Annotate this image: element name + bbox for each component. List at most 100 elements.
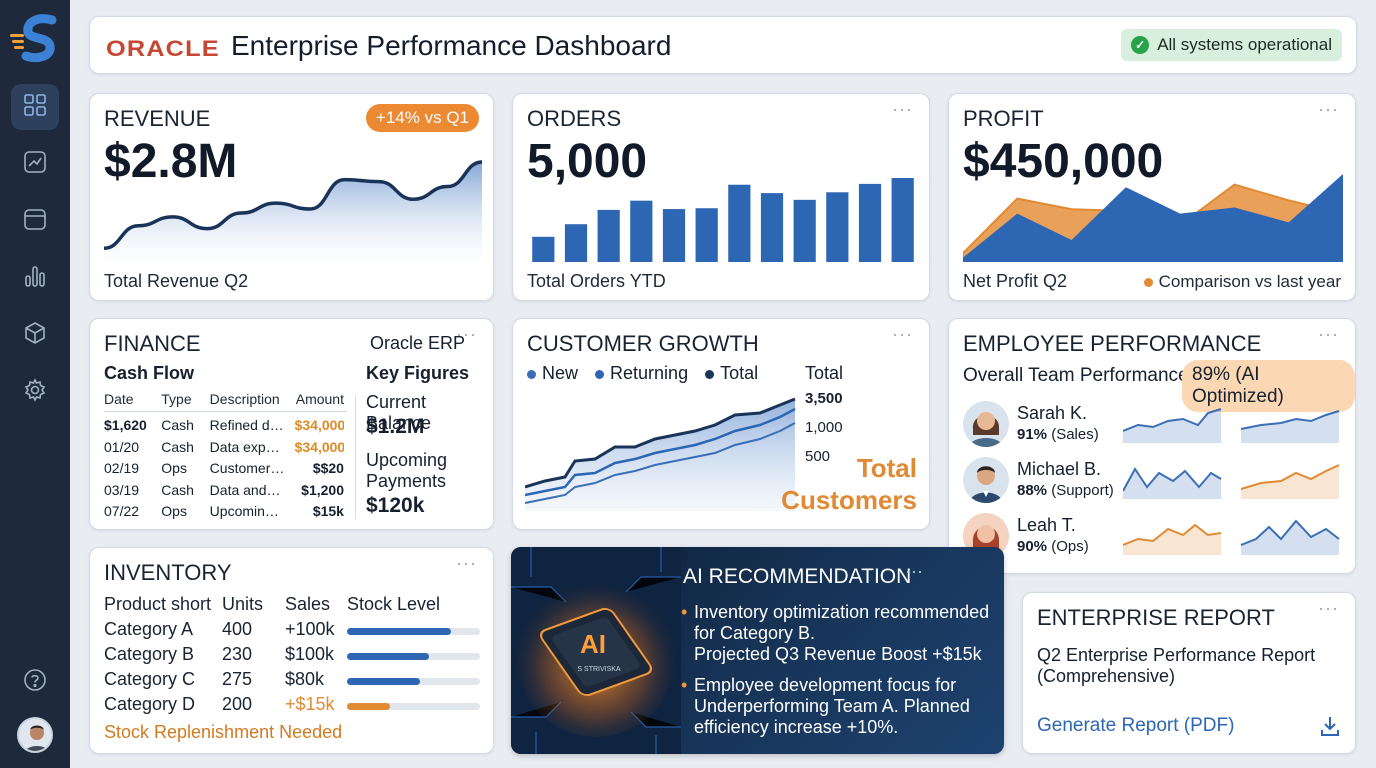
sidebar-item-help[interactable]: [11, 659, 59, 705]
status-badge: ✓ All systems operational: [1121, 29, 1342, 61]
table-row[interactable]: 03/19 Cash Data and… $1,200: [104, 482, 344, 498]
profit-card: PROFIT ··· $450,000 Net Profit Q2 Compar…: [948, 93, 1356, 301]
revenue-area: [104, 162, 482, 266]
header-bar: ORACLE Enterprise Performance Dashboard …: [89, 16, 1357, 74]
oracle-logo: ORACLE: [106, 36, 220, 61]
stock-level-bar: [347, 678, 480, 685]
legend-dot: [527, 369, 536, 379]
order-bar: [695, 208, 718, 262]
orders-title: ORDERS: [527, 106, 622, 131]
table-row[interactable]: 07/22 Ops Upcomin… $15k: [104, 503, 344, 519]
sparkline-area: [1241, 521, 1339, 555]
avatar: [963, 457, 1009, 503]
inventory-units: 200: [222, 694, 253, 714]
sidebar-item-reports[interactable]: [11, 255, 59, 301]
dashboard-icon: [23, 93, 47, 122]
more-options-icon[interactable]: ···: [1318, 324, 1339, 344]
employee-score: 91% (Sales): [1017, 426, 1099, 443]
stock-level-fill: [347, 703, 390, 710]
legend-returning: Returning: [610, 363, 689, 383]
more-options-icon[interactable]: ···: [1318, 99, 1339, 119]
new-line: [525, 422, 796, 504]
legend-dot: [595, 369, 605, 379]
legend-dot: [1143, 278, 1153, 288]
inventory-title: INVENTORY: [104, 560, 232, 585]
sidebar-item-settings[interactable]: [11, 369, 59, 415]
key-figures-title: Key Figures: [366, 363, 470, 383]
sidebar-item-calendar[interactable]: [11, 198, 59, 244]
cell-desc: Refined d…: [209, 417, 284, 433]
check-circle-icon: ✓: [1131, 36, 1150, 54]
overall-performance-label: Overall Team Performance:: [963, 365, 1194, 386]
legend-total: Total: [720, 363, 759, 383]
order-bar: [760, 193, 784, 262]
orders-value: 5,000: [527, 135, 648, 188]
trend-chart-icon: [23, 150, 47, 179]
stock-alert: Stock Replenishment Needed: [104, 722, 343, 742]
cell-type: Ops: [161, 503, 187, 519]
app-logo[interactable]: [8, 12, 62, 64]
cell-desc: Data and…: [209, 481, 281, 498]
cell-type: Cash: [161, 417, 194, 433]
inventory-sales: +$15k: [285, 694, 335, 714]
order-bar: [532, 236, 555, 262]
download-icon[interactable]: [1319, 715, 1341, 742]
status-text: All systems operational: [1157, 35, 1332, 54]
upcoming-label: Upcoming: [366, 450, 448, 470]
inventory-sales: $80k: [285, 669, 325, 689]
user-avatar[interactable]: [17, 717, 53, 753]
sparkline: [1240, 410, 1340, 430]
stock-level-fill: [347, 628, 451, 635]
sparkline: [1123, 467, 1222, 492]
total-line: [525, 397, 796, 489]
revenue-card: REVENUE +14% vs Q1 $2.8M Total Revenue Q…: [89, 93, 494, 301]
sidebar-item-inventory[interactable]: [11, 312, 59, 358]
table-row[interactable]: 02/19 Ops Customer… $$20: [104, 460, 344, 476]
more-options-icon[interactable]: ···: [456, 553, 477, 573]
ai-chip-icon: AI S STRIVISKA: [511, 547, 681, 754]
gear-icon: [23, 377, 47, 407]
revenue-value: $2.8M: [104, 135, 238, 188]
ai-text-panel: AI RECOMMENDATION ··· • Inventory optimi…: [681, 547, 1004, 754]
employee-sparklines: [1123, 408, 1340, 555]
y-label-500: 500: [805, 448, 831, 465]
cell-amount: $34,000: [294, 417, 344, 433]
help-icon: [23, 668, 47, 697]
more-options-icon[interactable]: ···: [892, 99, 913, 119]
stock-level-fill: [347, 653, 430, 660]
table-header: Date Type Description Amount: [104, 391, 344, 407]
enterprise-report-title: ENTERPRISE REPORT: [1037, 605, 1275, 630]
order-bar: [597, 209, 620, 262]
sparkline: [1240, 519, 1340, 546]
total-customers-label-1: Total: [856, 453, 917, 483]
profit-footer: Net Profit Q2: [963, 271, 1068, 291]
cell-date: $1,620: [104, 417, 147, 433]
inventory-name: Category D: [104, 694, 196, 714]
stock-level-bar: [347, 703, 480, 710]
table-row[interactable]: 01/20 Cash Data exp… $34,000: [104, 439, 344, 455]
employee-performance-card: EMPLOYEE PERFORMANCE ··· Overall Team Pe…: [948, 318, 1356, 574]
more-options-icon[interactable]: ···: [456, 324, 477, 344]
profit-value: $450,000: [963, 135, 1164, 188]
report-description-1: Q2 Enterprise Performance Report: [1037, 645, 1316, 665]
current-balance-value: $1.2M: [366, 415, 425, 438]
overall-performance-badge: 89% (AI Optimized): [1182, 360, 1355, 412]
revenue-trend-chart: [104, 160, 482, 266]
table-row[interactable]: $1,620 Cash Refined d… $34,000: [104, 417, 344, 433]
sparkline-area: [1241, 411, 1339, 443]
revenue-change-badge: +14% vs Q1: [365, 104, 479, 132]
more-options-icon[interactable]: ···: [1318, 598, 1339, 618]
sidebar-item-analytics[interactable]: [11, 141, 59, 187]
sidebar-item-dashboard[interactable]: [11, 84, 59, 130]
sparkline: [1123, 523, 1222, 546]
inventory-name: Category A: [104, 619, 194, 639]
cell-amount: $34,000: [294, 438, 344, 455]
more-options-icon[interactable]: ···: [892, 324, 913, 344]
order-bar: [826, 192, 849, 262]
ai-chip-sub: S STRIVISKA: [577, 666, 621, 673]
y-label-3500: 3,500: [805, 390, 843, 407]
profit-legend: Comparison vs last year: [1143, 272, 1341, 292]
growth-legend: New Returning Total: [527, 363, 758, 384]
generate-report-link[interactable]: Generate Report (PDF): [1037, 715, 1235, 736]
more-options-icon[interactable]: ···: [905, 561, 923, 581]
